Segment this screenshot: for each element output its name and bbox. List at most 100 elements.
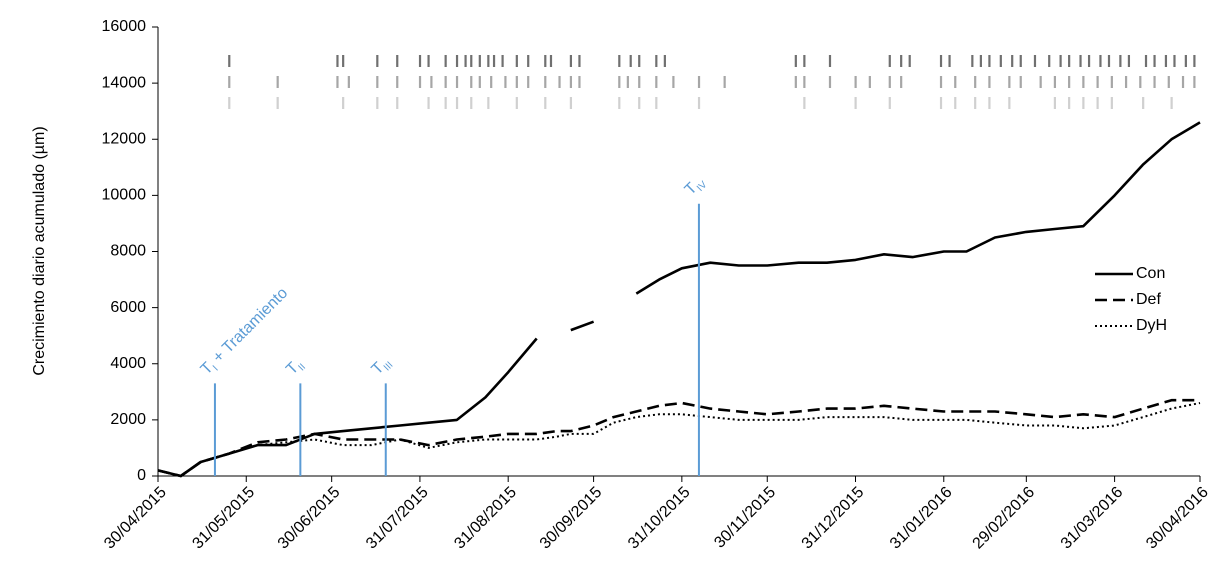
event-tick xyxy=(515,97,518,109)
annotation-label: TI + Tratamiento xyxy=(198,285,294,381)
event-tick xyxy=(487,97,490,109)
event-tick xyxy=(1139,76,1142,88)
event-tick xyxy=(854,76,857,88)
event-tick xyxy=(638,97,641,109)
x-tick-label: 31/08/2015 xyxy=(451,484,520,553)
event-tick xyxy=(1184,55,1187,67)
event-tick xyxy=(504,76,507,88)
event-tick xyxy=(549,55,553,67)
y-tick-label: 16000 xyxy=(102,18,147,35)
event-tick xyxy=(979,55,982,67)
event-tick xyxy=(803,55,806,67)
event-tick xyxy=(347,76,350,88)
event-tick xyxy=(971,55,974,67)
event-tick xyxy=(1173,55,1176,67)
event-tick xyxy=(228,76,231,88)
event-tick xyxy=(487,55,490,67)
event-tick xyxy=(376,55,379,67)
event-tick xyxy=(1119,55,1122,67)
event-tick xyxy=(1053,76,1057,88)
event-tick xyxy=(908,55,911,67)
x-tick-label: 31/07/2015 xyxy=(363,484,432,553)
event-tick xyxy=(464,55,467,67)
event-tick xyxy=(1153,55,1156,67)
x-tick-label: 31/05/2015 xyxy=(189,484,258,553)
event-tick xyxy=(794,76,797,88)
event-tick xyxy=(444,76,447,88)
event-tick xyxy=(1193,76,1196,88)
event-tick xyxy=(569,76,573,88)
x-tick-label: 29/02/2016 xyxy=(970,484,1039,553)
event-tick xyxy=(336,76,339,88)
x-tick-label: 30/04/2015 xyxy=(101,484,170,553)
event-tick xyxy=(342,97,345,109)
event-tick xyxy=(1099,55,1102,67)
x-tick-label: 30/11/2015 xyxy=(711,484,779,552)
event-tick xyxy=(1079,55,1082,67)
event-tick xyxy=(455,55,459,67)
legend-label: Con xyxy=(1136,265,1165,282)
event-tick xyxy=(828,55,832,67)
event-tick xyxy=(1082,76,1085,88)
event-tick xyxy=(427,55,430,67)
event-tick xyxy=(1096,97,1099,109)
event-tick xyxy=(697,76,701,88)
event-tick xyxy=(868,76,871,88)
x-tick-label: 30/06/2015 xyxy=(275,484,344,553)
event-tick xyxy=(999,55,1002,67)
series-line xyxy=(157,398,1200,478)
event-tick xyxy=(1127,55,1131,67)
y-tick-label: 0 xyxy=(137,467,146,484)
event-tick xyxy=(544,97,547,109)
event-tick xyxy=(1068,97,1071,109)
x-tick-label: 30/04/2016 xyxy=(1143,484,1211,553)
event-tick xyxy=(376,97,379,109)
event-tick xyxy=(803,97,806,109)
y-tick-label: 2000 xyxy=(110,411,146,428)
event-tick xyxy=(672,76,675,88)
event-tick xyxy=(470,55,473,67)
annotation-sub: I xyxy=(211,364,221,374)
event-tick xyxy=(1011,55,1014,67)
event-tick xyxy=(723,76,726,88)
event-tick xyxy=(544,76,547,88)
event-tick xyxy=(900,55,903,67)
annotation-label: TII xyxy=(283,355,308,380)
event-tick xyxy=(492,55,496,67)
event-tick xyxy=(527,55,530,67)
event-tick xyxy=(1019,76,1022,88)
event-tick xyxy=(1039,76,1042,88)
event-tick xyxy=(515,55,518,67)
event-tick xyxy=(430,76,433,88)
event-tick xyxy=(655,55,658,67)
event-tick xyxy=(455,76,459,88)
annotation-sub: II xyxy=(296,362,308,374)
event-tick xyxy=(638,76,641,88)
event-tick xyxy=(988,97,991,109)
event-tick xyxy=(228,55,231,67)
event-tick xyxy=(1048,55,1051,67)
event-tick xyxy=(794,55,797,67)
event-tick xyxy=(618,97,621,109)
event-tick xyxy=(470,97,473,109)
legend-label: DyH xyxy=(1136,317,1167,334)
event-tick xyxy=(569,97,573,109)
event-tick xyxy=(618,76,621,88)
event-tick xyxy=(501,55,504,67)
event-tick xyxy=(828,76,832,88)
event-tick xyxy=(954,97,957,109)
event-tick xyxy=(558,76,561,88)
event-tick xyxy=(396,97,399,109)
event-tick xyxy=(544,55,547,67)
x-tick-label: 31/01/2016 xyxy=(887,484,956,553)
event-tick xyxy=(527,76,530,88)
y-tick-label: 10000 xyxy=(102,187,147,204)
y-tick-label: 8000 xyxy=(110,243,146,260)
event-tick xyxy=(618,55,621,67)
x-tick-label: 31/10/2015 xyxy=(625,484,694,553)
event-tick xyxy=(1144,55,1148,67)
event-tick xyxy=(396,55,399,67)
event-tick xyxy=(888,55,891,67)
event-tick xyxy=(1019,55,1022,67)
